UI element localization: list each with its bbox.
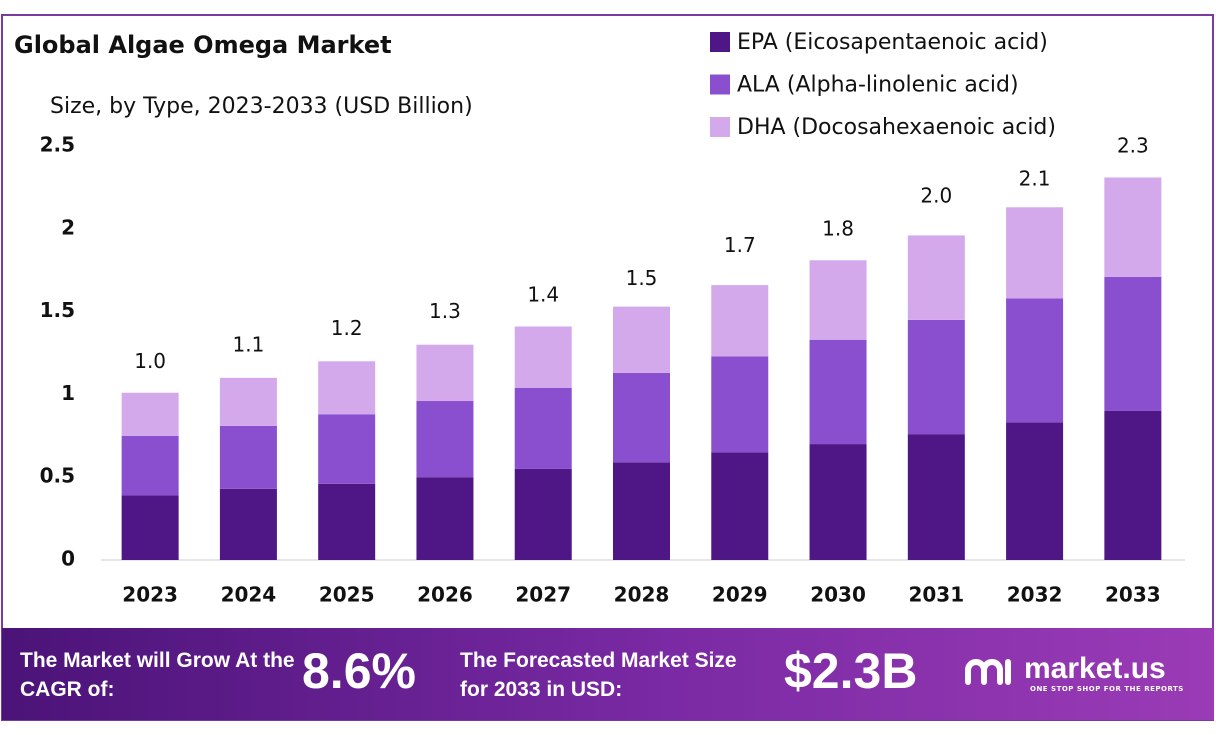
x-tick-label: 2028	[614, 583, 670, 607]
bar-segment	[318, 414, 376, 484]
x-tick-label: 2033	[1105, 583, 1161, 607]
bar-segment	[219, 488, 277, 560]
x-tick-label: 2029	[712, 583, 768, 607]
bar-segment	[711, 356, 769, 453]
bar-segment	[1006, 422, 1064, 560]
total-label: 1.5	[626, 266, 658, 290]
total-label: 1.0	[134, 349, 166, 373]
legend-label: EPA (Eicosapentaenoic acid)	[737, 30, 1048, 55]
x-tick-label: 2031	[908, 583, 964, 607]
bar-segment	[711, 285, 769, 357]
legend-label: ALA (Alpha-linolenic acid)	[737, 73, 1019, 98]
x-tick-label: 2023	[122, 583, 178, 607]
y-tick-label: 1	[61, 381, 75, 405]
bar-segment	[121, 435, 179, 496]
bar-segment	[1104, 276, 1162, 411]
legend-swatch	[710, 74, 730, 95]
bar-segment	[416, 477, 474, 560]
bar-segment	[907, 235, 965, 320]
bar-segment	[514, 326, 572, 388]
total-label: 2.3	[1117, 134, 1149, 158]
bar-segment	[1006, 207, 1064, 299]
footer: The Market will Grow At the CAGR of: 8.6…	[2, 628, 1214, 720]
chart-title: Global Algae Omega Market	[14, 31, 392, 59]
bar-segment	[318, 483, 376, 560]
x-tick-label: 2026	[417, 583, 473, 607]
bar-segment	[1104, 410, 1162, 560]
total-label: 1.7	[724, 233, 756, 257]
tagline: ONE STOP SHOP FOR THE REPORTS	[1030, 685, 1184, 693]
bar-segment	[809, 339, 867, 445]
bar-segment	[613, 306, 670, 373]
bar-segment	[514, 468, 572, 560]
legend-swatch	[710, 32, 730, 52]
forecast-text: The Forecasted Market Size for 2033 in U…	[460, 649, 737, 701]
bar-segment	[121, 392, 179, 436]
bar-segment	[809, 260, 867, 340]
bar-segment	[416, 344, 474, 402]
cagr-text: The Market will Grow At the CAGR of:	[20, 649, 295, 701]
bar-segment	[1104, 177, 1162, 277]
total-label: 1.3	[429, 299, 461, 323]
legend-label: DHA (Docosahexaenoic acid)	[737, 115, 1056, 140]
total-label: 1.4	[527, 283, 559, 307]
x-tick-label: 2032	[1007, 583, 1063, 607]
x-tick-label: 2030	[810, 583, 866, 607]
total-label: 2.0	[920, 183, 952, 207]
y-tick-label: 2.5	[40, 133, 75, 157]
x-tick-label: 2024	[221, 583, 277, 607]
total-label: 1.1	[233, 332, 265, 356]
cagr-value: 8.6%	[302, 643, 416, 699]
bar-segment	[514, 387, 572, 469]
total-label: 2.1	[1019, 167, 1051, 191]
y-tick-label: 0.5	[40, 464, 75, 488]
y-tick-label: 0	[61, 547, 75, 571]
bar-segment	[613, 372, 670, 463]
bar-segment	[1006, 298, 1064, 423]
y-tick-label: 1.5	[40, 298, 75, 322]
brand: market.us	[1024, 652, 1166, 685]
brand-icon	[965, 659, 1011, 685]
bar-segment	[809, 444, 867, 560]
total-label: 1.8	[822, 216, 854, 240]
y-tick-label: 2	[61, 215, 75, 239]
forecast-value: $2.3B	[784, 643, 918, 699]
bar-segment	[907, 319, 965, 435]
bar-segment	[711, 452, 769, 560]
total-label: 1.2	[331, 316, 363, 340]
bar-segment	[219, 425, 277, 489]
bar-segment	[613, 462, 670, 560]
bar-segment	[416, 401, 474, 478]
chart-subtitle: Size, by Type, 2023-2033 (USD Billion)	[50, 94, 473, 119]
bar-segment	[219, 377, 277, 426]
frame	[1, 14, 1214, 721]
bar-segment	[121, 495, 179, 560]
x-tick-label: 2025	[319, 583, 375, 607]
x-tick-label: 2027	[515, 583, 571, 607]
legend-swatch	[710, 117, 730, 137]
bar-segment	[907, 434, 965, 560]
bar-segment	[318, 361, 376, 415]
